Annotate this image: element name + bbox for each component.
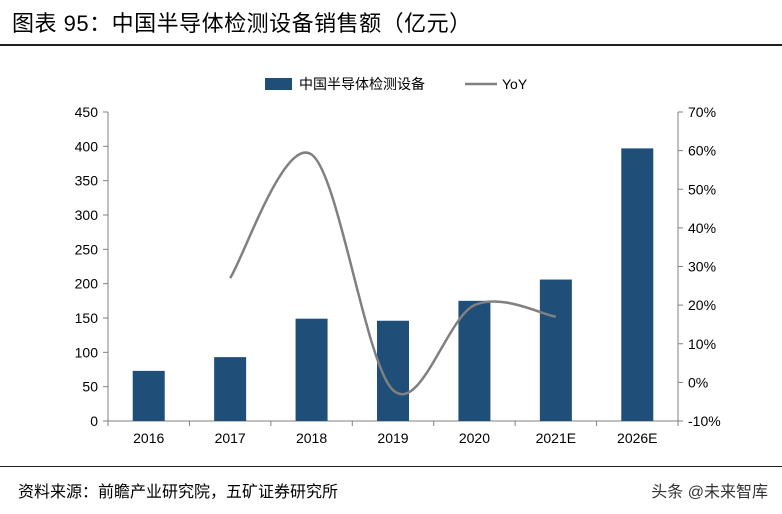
y-left-tick-label: 450 <box>75 104 99 120</box>
y-left-tick-label: 400 <box>75 138 99 154</box>
bar <box>539 279 572 421</box>
y-left-tick-label: 350 <box>75 173 99 189</box>
source-note: 资料来源：前瞻产业研究院，五矿证券研究所 <box>18 484 339 501</box>
x-tick-label: 2019 <box>377 430 408 446</box>
y-right-tick-label: -10% <box>688 413 721 429</box>
title-divider <box>0 44 782 46</box>
y-left-tick-label: 50 <box>82 379 98 395</box>
watermark: 头条 @未来智库 <box>651 484 768 501</box>
x-tick-label: 2017 <box>215 430 246 446</box>
legend-label-line: YoY <box>502 76 528 92</box>
footer-divider <box>0 466 782 467</box>
legend-swatch-bar <box>265 78 292 90</box>
y-right-tick-label: 30% <box>688 259 716 275</box>
x-tick-label: 2016 <box>133 430 164 446</box>
x-tick-label: 2020 <box>459 430 490 446</box>
bar <box>132 370 165 421</box>
x-tick-label: 2018 <box>296 430 327 446</box>
chart: 0 50 100 150 200 250 300 350 400 450 -10% 0% 10% 20% 3… <box>75 76 721 446</box>
chart-title: 图表 95：中国半导体检测设备销售额（亿元） <box>12 11 472 36</box>
y-left-tick-label: 0 <box>90 413 98 429</box>
yoy-line <box>229 151 557 396</box>
x-tick-label: 2021E <box>536 430 576 446</box>
y-left-tick-label: 150 <box>75 310 99 326</box>
y-right-tick-label: 40% <box>688 220 716 236</box>
bar <box>295 318 328 421</box>
legend-label-bar: 中国半导体检测设备 <box>299 76 425 92</box>
y-right-tick-label: 70% <box>688 104 716 120</box>
x-tick-label: 2026E <box>617 430 657 446</box>
bar <box>621 148 654 422</box>
y-right-tick-label: 60% <box>688 143 716 159</box>
y-right-tick-label: 50% <box>688 181 716 197</box>
y-right-tick-label: 10% <box>688 336 716 352</box>
y-left-tick-label: 100 <box>75 344 99 360</box>
bar <box>458 300 491 421</box>
y-right-tick-label: 20% <box>688 297 716 313</box>
y-left-tick-label: 200 <box>75 276 99 292</box>
y-left-tick-label: 250 <box>75 241 99 257</box>
y-left-tick-label: 300 <box>75 207 99 223</box>
y-right-tick-label: 0% <box>688 374 708 390</box>
bar <box>214 357 247 421</box>
